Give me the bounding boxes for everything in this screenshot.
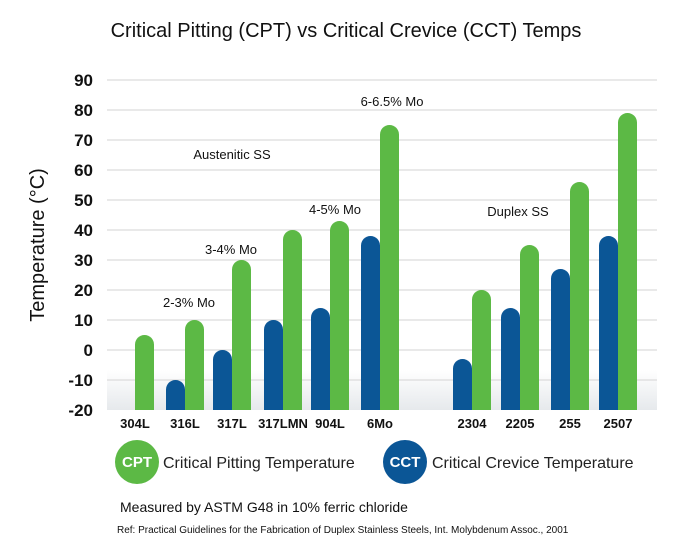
bar-cct-255 bbox=[551, 269, 570, 410]
x-tick-label: 255 bbox=[559, 416, 581, 431]
bar-cpt-317l bbox=[232, 260, 251, 410]
y-axis-label: Temperature (°C) bbox=[27, 168, 49, 322]
annotation: 2-3% Mo bbox=[163, 295, 215, 310]
bar-cpt-304l bbox=[135, 335, 154, 410]
annotation: Austenitic SS bbox=[193, 147, 271, 162]
bar-cpt-2304 bbox=[472, 290, 491, 410]
bar-cpt-255 bbox=[570, 182, 589, 410]
bar-cct-6mo bbox=[361, 236, 380, 410]
x-tick-label: 6Mo bbox=[367, 416, 393, 431]
legend-cpt-short: CPT bbox=[122, 454, 152, 471]
annotation: 3-4% Mo bbox=[205, 242, 257, 257]
y-tick-label: 10 bbox=[74, 311, 93, 330]
x-tick-label: 2205 bbox=[506, 416, 535, 431]
y-tick-label: 50 bbox=[74, 191, 93, 210]
bar-cpt-316l bbox=[185, 320, 204, 410]
y-tick-label: 20 bbox=[74, 281, 93, 300]
y-tick-label: 60 bbox=[74, 161, 93, 180]
bar-cpt-2205 bbox=[520, 245, 539, 410]
y-tick-label: 90 bbox=[74, 71, 93, 90]
bar-cct-317lmn bbox=[264, 320, 283, 410]
bar-cct-2304 bbox=[453, 359, 472, 410]
y-tick-label: -10 bbox=[68, 371, 93, 390]
bar-cct-904l bbox=[311, 308, 330, 410]
bar-cpt-904l bbox=[330, 221, 349, 410]
y-tick-label: 0 bbox=[84, 341, 93, 360]
bar-cpt-317lmn bbox=[283, 230, 302, 410]
x-tick-label: 2507 bbox=[604, 416, 633, 431]
y-tick-label: 40 bbox=[74, 221, 93, 240]
legend-cct-short: CCT bbox=[390, 454, 421, 471]
legend-cpt-marker bbox=[115, 440, 159, 484]
x-tick-label: 317L bbox=[217, 416, 247, 431]
annotation: Duplex SS bbox=[487, 204, 549, 219]
bar-cct-316l bbox=[166, 380, 185, 410]
method-note: Measured by ASTM G48 in 10% ferric chlor… bbox=[120, 499, 408, 515]
annotation: 4-5% Mo bbox=[309, 202, 361, 217]
x-tick-label: 2304 bbox=[458, 416, 488, 431]
x-tick-label: 317LMN bbox=[258, 416, 308, 431]
x-tick-label: 904L bbox=[315, 416, 345, 431]
y-tick-label: 30 bbox=[74, 251, 93, 270]
bar-cpt-6mo bbox=[380, 125, 399, 410]
y-tick-label: -20 bbox=[68, 401, 93, 420]
bar-cct-2205 bbox=[501, 308, 520, 410]
annotation: 6-6.5% Mo bbox=[361, 94, 424, 109]
legend-cpt-label: Critical Pitting Temperature bbox=[163, 455, 355, 472]
reference-note: Ref: Practical Guidelines for the Fabric… bbox=[117, 525, 569, 536]
bar-cct-2507 bbox=[599, 236, 618, 410]
x-tick-label: 316L bbox=[170, 416, 200, 431]
chart-title: Critical Pitting (CPT) vs Critical Crevi… bbox=[111, 20, 582, 42]
y-tick-label: 80 bbox=[74, 101, 93, 120]
bar-cpt-2507 bbox=[618, 113, 637, 410]
y-tick-label: 70 bbox=[74, 131, 93, 150]
bar-cct-317l bbox=[213, 350, 232, 410]
legend-cct-label: Critical Crevice Temperature bbox=[432, 455, 634, 472]
legend-cct-marker bbox=[383, 440, 427, 484]
x-tick-label: 304L bbox=[120, 416, 150, 431]
